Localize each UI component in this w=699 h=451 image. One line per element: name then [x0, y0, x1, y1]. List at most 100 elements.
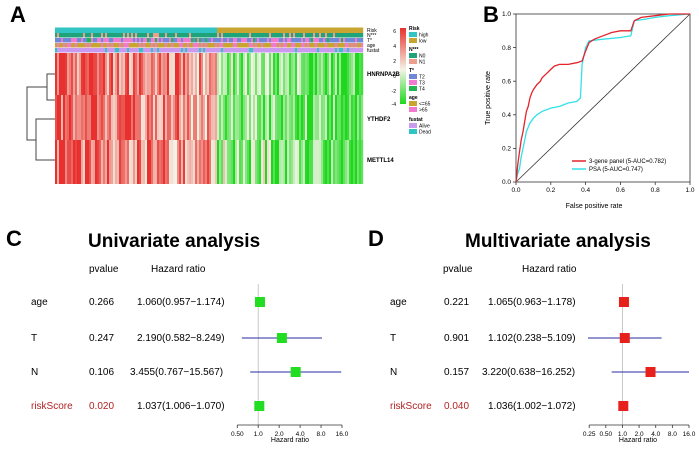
annotation-cell	[75, 48, 78, 53]
annotation-cell	[147, 48, 150, 53]
multi-row-pvalue-riskscore: 0.040	[444, 401, 470, 412]
annotation-cell	[225, 48, 228, 53]
heatmap-cell	[81, 53, 84, 95]
annotation-cell	[287, 27, 290, 33]
annotation-cell	[165, 38, 168, 43]
legend-label-high: high	[419, 33, 429, 39]
heatmap-cell	[275, 140, 278, 184]
annotation-cell	[361, 27, 364, 33]
annotation-cell	[227, 33, 230, 38]
annotation-cell	[57, 43, 60, 48]
heatmap-cell	[259, 53, 262, 95]
annotation-cell	[241, 27, 244, 33]
heatmap-cell	[309, 53, 312, 95]
heatmap-cell	[291, 140, 294, 184]
heatmap-cell	[337, 53, 340, 95]
heatmap-cells	[55, 53, 364, 184]
annotation-cell	[195, 43, 198, 48]
annotation-cell	[285, 43, 288, 48]
annotation-cell	[223, 48, 226, 53]
annotation-cell	[261, 43, 264, 48]
heatmap-cell	[195, 53, 198, 95]
annotation-cell	[349, 38, 352, 43]
heatmap-cell	[185, 95, 188, 140]
heatmap-cell	[133, 53, 136, 95]
heatmap-cell	[109, 53, 112, 95]
annotation-cell	[155, 48, 158, 53]
annotation-cell	[299, 43, 302, 48]
heatmap-cell	[251, 95, 254, 140]
annotation-cell	[69, 43, 72, 48]
heatmap-cell	[91, 53, 94, 95]
annotation-cell	[59, 43, 62, 48]
heatmap-cell	[219, 140, 222, 184]
heatmap-cell	[145, 95, 148, 140]
annotation-cell	[359, 43, 362, 48]
annotation-cell	[81, 48, 84, 53]
heatmap-cell	[113, 95, 116, 140]
annotation-cell	[93, 43, 96, 48]
annotation-cell	[233, 48, 236, 53]
legend-swatch-dead	[409, 129, 417, 134]
heatmap-cell	[273, 53, 276, 95]
heatmap-cell	[91, 140, 94, 184]
uni-x-tick-label: 2.0	[275, 431, 284, 438]
annotation-cell	[169, 33, 172, 38]
heatmap-cell	[181, 140, 184, 184]
heatmap-cell	[89, 140, 92, 184]
heatmap-cell	[55, 95, 58, 140]
annotation-cell	[357, 38, 360, 43]
annotation-cell	[101, 43, 104, 48]
annotation-cell	[229, 48, 232, 53]
annotation-cell	[249, 48, 252, 53]
heatmap-cell	[115, 95, 118, 140]
annotation-cell	[309, 43, 312, 48]
heatmap-cell	[65, 53, 68, 95]
multi-row-name: T	[390, 333, 397, 344]
heatmap-cell	[93, 53, 96, 95]
heatmap-cell	[121, 95, 124, 140]
annotation-cell	[117, 33, 120, 38]
annotation-cell	[115, 43, 118, 48]
annotation-cell	[151, 27, 154, 33]
heatmap-cell	[73, 53, 76, 95]
annotation-cell	[297, 48, 300, 53]
legend-label-t2: T2	[419, 75, 425, 81]
heatmap-cell	[129, 140, 132, 184]
uni-x-tick-label: 16.0	[336, 431, 349, 438]
annotation-cell	[283, 48, 286, 53]
annotation-cell	[167, 27, 170, 33]
annotation-cell	[265, 48, 268, 53]
annotation-cell	[263, 27, 266, 33]
annotation-cell	[95, 38, 98, 43]
annotation-cell	[283, 43, 286, 48]
annotation-cell	[291, 43, 294, 48]
heatmap-cell	[237, 53, 240, 95]
panel-letter-a: A	[10, 2, 26, 27]
annotation-cell	[57, 38, 60, 43]
heatmap-dendrogram	[26, 73, 55, 161]
annotation-cell	[71, 27, 74, 33]
annotation-cell	[251, 33, 254, 38]
annotation-cell	[291, 27, 294, 33]
heatmap-cell	[113, 140, 116, 184]
annotation-cell	[71, 48, 74, 53]
annotation-cell	[93, 48, 96, 53]
annotation-cell	[323, 48, 326, 53]
heatmap-cell	[215, 53, 218, 95]
heatmap-cell	[271, 53, 274, 95]
annotation-cell	[179, 33, 182, 38]
annotation-cell	[83, 27, 86, 33]
heatmap-cell	[159, 95, 162, 140]
heatmap-cell	[93, 140, 96, 184]
multi-row-name-riskscore: riskScore	[390, 401, 432, 412]
annotation-cell	[347, 33, 350, 38]
annotation-cell	[171, 43, 174, 48]
heatmap-cell	[259, 140, 262, 184]
heatmap-cell	[171, 95, 174, 140]
annotation-cell	[197, 48, 200, 53]
heatmap-cell	[271, 95, 274, 140]
annotation-cell	[255, 33, 258, 38]
annotation-cell	[355, 33, 358, 38]
annotation-cell	[133, 38, 136, 43]
